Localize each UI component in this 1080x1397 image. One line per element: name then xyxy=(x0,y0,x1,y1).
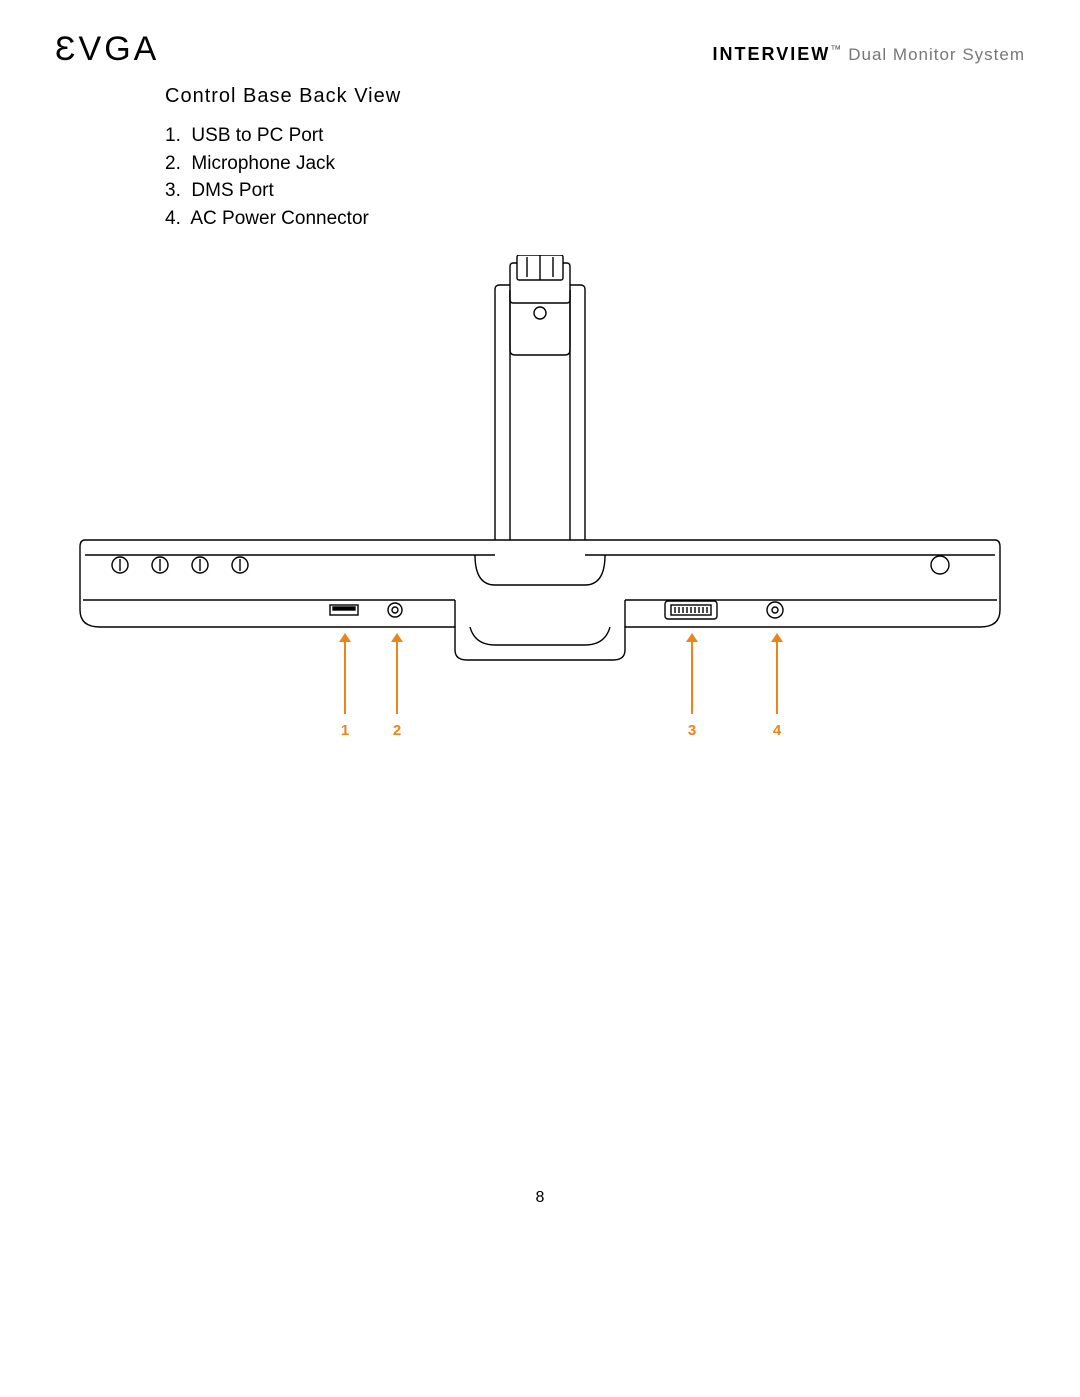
arrow-up-icon xyxy=(771,633,783,642)
arrow-up-icon xyxy=(686,633,698,642)
callout-pointer-1: 1 xyxy=(339,633,351,739)
callout-number: 1 xyxy=(341,722,349,739)
callout-pointer-4: 4 xyxy=(771,633,783,739)
callout-number: 2 xyxy=(393,722,401,739)
list-item: 2. Microphone Jack xyxy=(165,150,369,178)
brand-tagline: Dual Monitor System xyxy=(848,45,1025,64)
svg-text:ƐVGA: ƐVGA xyxy=(55,30,159,68)
list-item: 3. DMS Port xyxy=(165,177,369,205)
brand-name: INTERVIEW xyxy=(713,44,831,64)
callout-number: 3 xyxy=(688,722,696,739)
callout-pointer-2: 2 xyxy=(391,633,403,739)
tm-mark: ™ xyxy=(830,44,842,56)
port-list: 1. USB to PC Port 2. Microphone Jack 3. … xyxy=(165,122,369,232)
arrow-up-icon xyxy=(339,633,351,642)
interview-logo: INTERVIEW™ Dual Monitor System xyxy=(713,44,1025,65)
callout-number: 4 xyxy=(773,722,781,739)
diagram-control-base: 1 2 3 4 xyxy=(55,255,1025,755)
page-number: 8 xyxy=(0,1189,1080,1207)
list-item: 1. USB to PC Port xyxy=(165,122,369,150)
arrow-up-icon xyxy=(391,633,403,642)
evga-logo: ƐVGA xyxy=(55,30,195,79)
callout-pointer-3: 3 xyxy=(686,633,698,739)
page-header: ƐVGA INTERVIEW™ Dual Monitor System xyxy=(55,30,1025,79)
list-item: 4. AC Power Connector xyxy=(165,205,369,233)
section-title: Control Base Back View xyxy=(165,85,401,108)
